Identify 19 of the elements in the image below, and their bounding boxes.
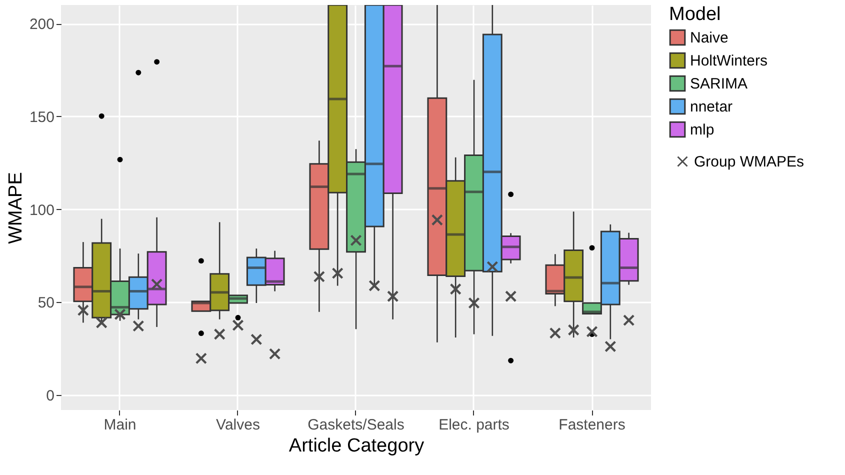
legend-label: Naive bbox=[690, 30, 728, 46]
x-tick-label: Main bbox=[104, 416, 136, 434]
legend-title: Model bbox=[669, 4, 721, 25]
y-axis-title: WMAPE bbox=[5, 172, 26, 244]
x-axis-title: Article Category bbox=[288, 436, 425, 456]
legend-label: mlp bbox=[690, 122, 714, 138]
y-tick-label: 200 bbox=[29, 16, 54, 34]
x-tick-label: Fasteners bbox=[558, 416, 626, 434]
y-tick-label: 150 bbox=[29, 108, 54, 126]
legend-label: HoltWinters bbox=[690, 52, 768, 70]
y-tick-label: 0 bbox=[46, 388, 54, 405]
y-tick-label: 100 bbox=[29, 202, 54, 219]
legend-label: SARIMA bbox=[690, 76, 748, 92]
x-tick-label: Gaskets/Seals bbox=[308, 416, 404, 434]
legend-label: Group WMAPEs bbox=[694, 154, 804, 170]
y-tick-label: 50 bbox=[38, 294, 54, 312]
legend-label: nnetar bbox=[690, 98, 733, 116]
x-tick-label: Elec. parts bbox=[438, 416, 510, 434]
x-tick-label: Valves bbox=[216, 416, 260, 434]
